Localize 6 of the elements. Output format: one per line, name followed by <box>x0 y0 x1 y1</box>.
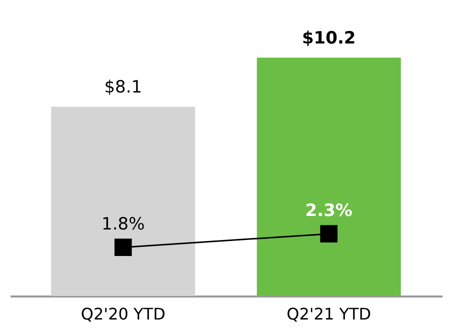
data-label: $8.1 <box>104 78 142 98</box>
data-label: 1.8% <box>102 214 145 234</box>
x-tick-label: Q2'21 YTD <box>286 304 372 324</box>
data-label: 2.3% <box>305 200 352 221</box>
data-label: $10.2 <box>302 28 356 49</box>
x-tick-label: Q2'20 YTD <box>80 304 166 324</box>
